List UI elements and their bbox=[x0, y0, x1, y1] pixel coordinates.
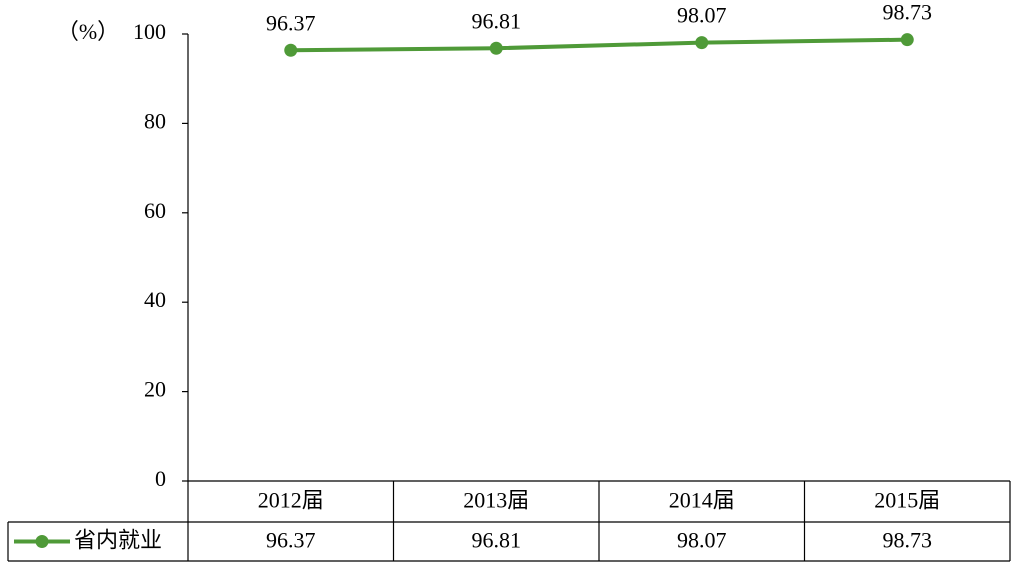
line bbox=[290, 37, 908, 53]
point bbox=[489, 41, 503, 55]
data-label: 98.73 bbox=[883, 0, 933, 25]
x-tick-label: 2012届 bbox=[258, 488, 324, 513]
data-label: 96.37 bbox=[266, 10, 316, 35]
y-axis-unit: （%） bbox=[57, 19, 119, 44]
legend-label: 省内就业 bbox=[74, 528, 162, 553]
x-tick-label: 2014届 bbox=[669, 488, 735, 513]
y-tick-label: 100 bbox=[133, 19, 166, 44]
y-tick-label: 40 bbox=[144, 287, 166, 312]
data-label: 98.07 bbox=[677, 3, 727, 28]
y-tick-label: 20 bbox=[144, 377, 166, 402]
point bbox=[900, 33, 914, 47]
x-tick-label: 2013届 bbox=[463, 488, 529, 513]
legend-marker bbox=[35, 535, 49, 548]
table-value: 98.07 bbox=[677, 528, 727, 553]
x-tick-label: 2015届 bbox=[874, 488, 940, 513]
y-tick-label: 0 bbox=[155, 466, 166, 491]
y-tick-label: 60 bbox=[144, 198, 166, 223]
point bbox=[284, 43, 298, 57]
y-tick-label: 80 bbox=[144, 108, 166, 133]
table-value: 96.81 bbox=[472, 528, 522, 553]
point bbox=[695, 36, 709, 50]
data-label: 96.81 bbox=[472, 8, 522, 33]
table-value: 98.73 bbox=[883, 528, 933, 553]
table-value: 96.37 bbox=[266, 528, 316, 553]
